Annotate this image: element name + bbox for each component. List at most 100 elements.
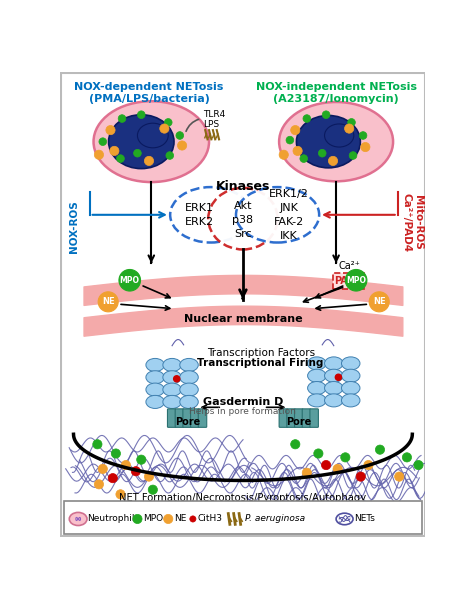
- Ellipse shape: [146, 371, 164, 384]
- Circle shape: [319, 150, 326, 157]
- Ellipse shape: [163, 371, 182, 384]
- Circle shape: [137, 455, 146, 464]
- Ellipse shape: [325, 382, 343, 394]
- Circle shape: [177, 141, 187, 150]
- Circle shape: [303, 115, 310, 122]
- Circle shape: [345, 124, 354, 133]
- Text: NE: NE: [373, 297, 385, 306]
- Ellipse shape: [325, 357, 343, 370]
- Text: Transcription Factors: Transcription Factors: [207, 349, 315, 358]
- Circle shape: [118, 115, 126, 122]
- Circle shape: [166, 152, 173, 159]
- Ellipse shape: [146, 383, 164, 396]
- Ellipse shape: [163, 396, 182, 408]
- Text: CitH3: CitH3: [198, 514, 222, 523]
- Circle shape: [347, 119, 356, 126]
- Circle shape: [134, 150, 141, 157]
- Ellipse shape: [180, 371, 198, 384]
- Circle shape: [117, 155, 124, 162]
- Ellipse shape: [341, 357, 360, 370]
- FancyBboxPatch shape: [183, 409, 191, 428]
- Circle shape: [314, 449, 323, 458]
- Circle shape: [94, 480, 103, 489]
- Circle shape: [291, 440, 300, 449]
- Circle shape: [335, 374, 341, 380]
- FancyBboxPatch shape: [287, 409, 295, 428]
- Circle shape: [98, 464, 108, 473]
- Text: ERK1
ERK2: ERK1 ERK2: [184, 203, 214, 227]
- Circle shape: [279, 150, 288, 159]
- Text: NOX-dependent NETosis
(PMA/LPS/bacteria): NOX-dependent NETosis (PMA/LPS/bacteria): [74, 81, 224, 104]
- Text: Mito-ROS
Ca²⁺/PAD4: Mito-ROS Ca²⁺/PAD4: [401, 193, 423, 252]
- Circle shape: [121, 461, 130, 470]
- Circle shape: [356, 472, 365, 481]
- Circle shape: [176, 131, 183, 139]
- Ellipse shape: [180, 396, 198, 408]
- Circle shape: [293, 147, 302, 156]
- Text: NOX-independent NETosis
(A23187/Ionomycin): NOX-independent NETosis (A23187/Ionomyci…: [255, 81, 417, 104]
- Ellipse shape: [109, 115, 174, 169]
- Circle shape: [369, 292, 389, 312]
- Ellipse shape: [341, 382, 360, 394]
- FancyBboxPatch shape: [279, 409, 288, 428]
- Circle shape: [164, 119, 172, 126]
- Circle shape: [133, 514, 142, 523]
- FancyBboxPatch shape: [175, 409, 183, 428]
- Text: Neutrophil: Neutrophil: [87, 514, 135, 523]
- Ellipse shape: [236, 187, 319, 242]
- Text: NOX-ROS: NOX-ROS: [69, 200, 79, 253]
- Text: Pore: Pore: [175, 417, 200, 427]
- Text: Nuclear membrane: Nuclear membrane: [183, 314, 302, 324]
- Circle shape: [93, 440, 102, 449]
- Text: NE: NE: [102, 297, 115, 306]
- Circle shape: [145, 472, 154, 481]
- Ellipse shape: [146, 396, 164, 408]
- Ellipse shape: [308, 357, 326, 370]
- Ellipse shape: [180, 383, 198, 396]
- Text: Ca²⁺: Ca²⁺: [338, 261, 360, 271]
- Circle shape: [359, 131, 367, 139]
- Ellipse shape: [146, 358, 164, 371]
- FancyBboxPatch shape: [302, 409, 310, 428]
- Ellipse shape: [308, 369, 326, 382]
- Circle shape: [328, 156, 337, 166]
- Text: MPO: MPO: [346, 276, 366, 285]
- Circle shape: [414, 461, 423, 470]
- Circle shape: [173, 376, 180, 382]
- Ellipse shape: [341, 369, 360, 382]
- Text: MPO: MPO: [120, 276, 140, 285]
- FancyBboxPatch shape: [167, 409, 176, 428]
- Circle shape: [98, 292, 118, 312]
- Ellipse shape: [279, 102, 393, 182]
- FancyBboxPatch shape: [61, 73, 425, 536]
- Text: ERK1/2
JNK
FAK-2
IKK: ERK1/2 JNK FAK-2 IKK: [269, 189, 309, 241]
- Circle shape: [190, 516, 196, 522]
- Circle shape: [333, 464, 342, 473]
- Circle shape: [160, 124, 169, 133]
- Ellipse shape: [163, 358, 182, 371]
- Circle shape: [99, 138, 107, 145]
- Circle shape: [300, 155, 308, 162]
- Ellipse shape: [325, 394, 343, 407]
- Ellipse shape: [93, 101, 209, 182]
- FancyBboxPatch shape: [64, 501, 422, 534]
- Text: Helps in pore formation: Helps in pore formation: [190, 406, 296, 415]
- Ellipse shape: [163, 383, 182, 396]
- Circle shape: [395, 472, 404, 481]
- Circle shape: [291, 125, 300, 134]
- Circle shape: [108, 473, 118, 483]
- Circle shape: [322, 111, 330, 119]
- Circle shape: [145, 156, 154, 166]
- Circle shape: [106, 125, 115, 134]
- Text: NETs: NETs: [354, 514, 374, 523]
- Ellipse shape: [69, 513, 87, 525]
- Circle shape: [341, 453, 350, 462]
- Circle shape: [346, 270, 367, 291]
- Circle shape: [111, 449, 120, 458]
- Circle shape: [148, 485, 157, 494]
- Circle shape: [137, 111, 145, 119]
- Circle shape: [109, 147, 119, 156]
- Circle shape: [361, 142, 370, 152]
- FancyBboxPatch shape: [333, 273, 364, 289]
- Ellipse shape: [325, 124, 354, 147]
